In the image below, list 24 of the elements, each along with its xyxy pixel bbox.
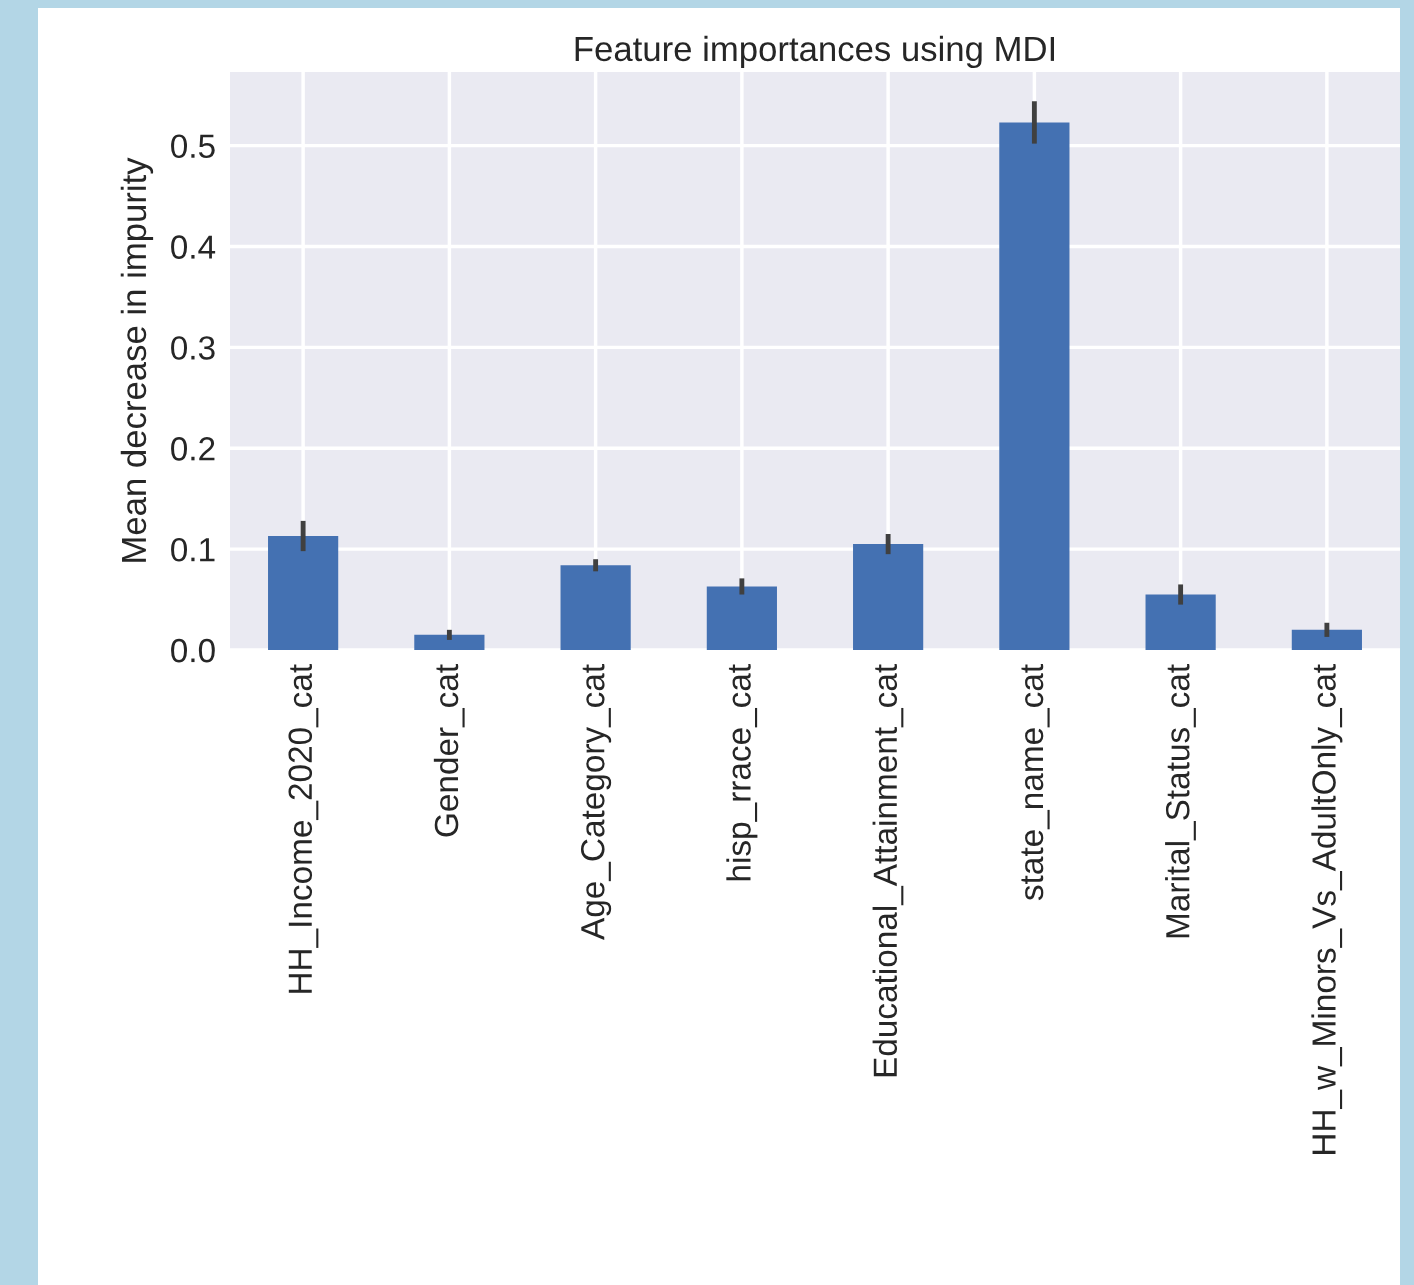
x-tick-label: Age_Category_cat bbox=[580, 664, 612, 940]
bar bbox=[706, 586, 777, 650]
x-tick-label: Gender_cat bbox=[433, 664, 465, 837]
y-tick-label: 0.2 bbox=[171, 437, 215, 461]
x-tick-label: Marital_Status_cat bbox=[1165, 664, 1196, 938]
chart-title: Feature importances using MDI bbox=[575, 35, 1055, 69]
bar bbox=[560, 565, 631, 650]
x-tick-label: hisp_rrace_cat bbox=[726, 664, 758, 881]
x-tick-label: HH_Income_2020_cat bbox=[288, 664, 319, 993]
bar bbox=[414, 634, 485, 650]
y-axis-title: Mean decrease in impurity bbox=[120, 157, 154, 562]
y-tick-label: 0.4 bbox=[171, 235, 216, 259]
bar bbox=[1145, 594, 1216, 650]
x-tick-label: Educational_Attainment_cat bbox=[872, 664, 904, 1077]
x-tick-label: HH_w_Minors_Vs_AdultOnly_cat bbox=[1311, 664, 1343, 1154]
bar bbox=[268, 536, 339, 650]
bar bbox=[999, 122, 1070, 650]
bar bbox=[853, 544, 924, 650]
x-tick-label: state_name_cat bbox=[1021, 664, 1050, 901]
y-tick-label: 0.5 bbox=[171, 134, 215, 159]
y-tick-label: 0.3 bbox=[171, 336, 215, 360]
bar bbox=[1291, 629, 1362, 650]
y-tick-label: 0.1 bbox=[171, 537, 215, 562]
y-tick-label: 0.0 bbox=[171, 638, 215, 663]
